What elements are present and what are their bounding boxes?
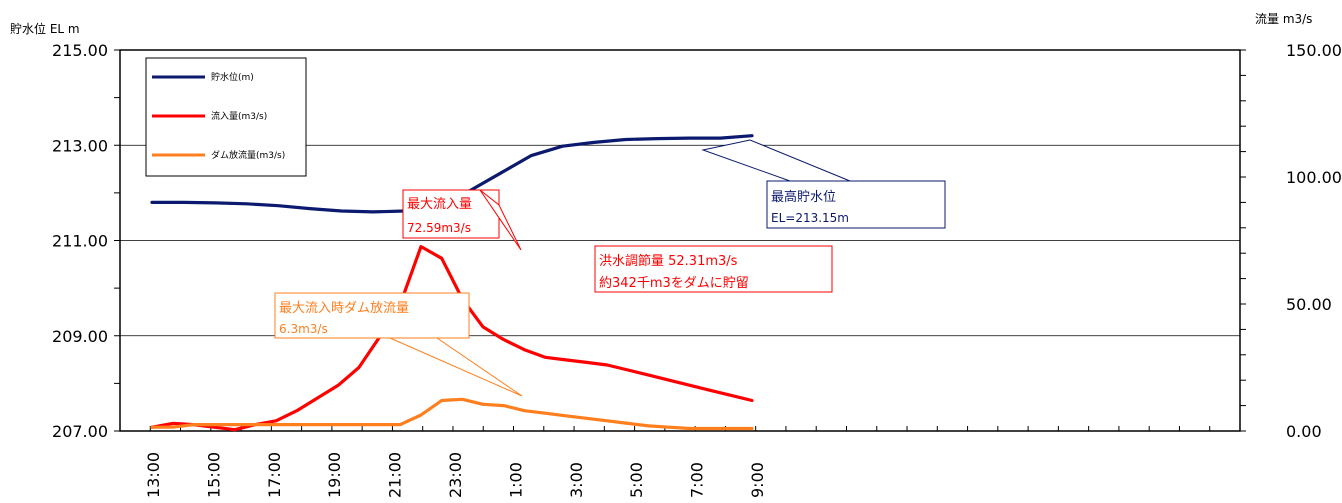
annotation-box — [402, 189, 500, 239]
x-tick-labels: 13:00 15:00 17:00 19:00 21:00 23:00 1:00 3:00 5:… — [144, 452, 767, 498]
legend: 貯水位(m) 流入量(m3/s) ダム放流量(m3/s) — [145, 57, 307, 177]
right-tick-label: 0.00 — [1286, 422, 1322, 441]
x-tick-label: 3:00 — [567, 462, 586, 498]
annotation-value: 6.3m3/s — [279, 322, 328, 336]
left-tick-label: 211.00 — [52, 232, 108, 251]
legend-label-inflow: 流入量(m3/s) — [211, 110, 267, 122]
x-tick-label: 17:00 — [265, 452, 284, 498]
annotation-max-level: 最高貯水位 EL=213.15m — [701, 139, 946, 229]
annotation-pointer — [701, 139, 851, 182]
right-tick-label: 150.00 — [1286, 41, 1342, 60]
minor-ticks — [114, 49, 1246, 432]
x-tick-label: 9:00 — [748, 462, 767, 498]
x-tick-label: 21:00 — [386, 452, 405, 498]
annotation-flood-control: 洪水調節量 52.31m3/s 約342千m3をダムに貯留 — [594, 245, 833, 293]
x-tick-label: 23:00 — [446, 452, 465, 498]
annotation-box — [766, 180, 946, 229]
left-tick-label: 213.00 — [52, 136, 108, 155]
annotation-value: 72.59m3/s — [407, 221, 471, 235]
annotation-pointer — [479, 189, 522, 251]
x-tick-label: 5:00 — [627, 462, 646, 498]
annotation-value: EL=213.15m — [771, 211, 849, 225]
x-tick-label: 1:00 — [506, 462, 525, 498]
x-tick-label: 19:00 — [325, 452, 344, 498]
series-line-release — [150, 397, 754, 431]
x-tick-label: 13:00 — [144, 452, 163, 498]
annotation-box — [274, 292, 470, 339]
right-tick-labels: 0.00 50.00 100.00 150.00 — [1286, 41, 1342, 441]
annotation-max-inflow: 最大流入量 72.59m3/s — [402, 189, 522, 251]
right-axis-title: 流量 m3/s — [1255, 12, 1312, 26]
left-axis-title: 貯水位 EL m — [10, 21, 80, 36]
left-tick-labels: 207.00 209.00 211.00 213.00 215.00 — [52, 41, 108, 441]
annotation-title: 洪水調節量 52.31m3/s — [599, 254, 738, 269]
annotation-title: 最大流入時ダム放流量 — [279, 301, 409, 316]
x-tick-label: 15:00 — [204, 452, 223, 498]
annotation-box — [594, 245, 833, 293]
annotation-title: 最大流入量 — [407, 197, 472, 212]
annotation-title: 最高貯水位 — [771, 189, 836, 205]
annotation-value: 約342千m3をダムに貯留 — [599, 276, 749, 291]
x-tick-label: 7:00 — [688, 462, 707, 498]
plot-area — [119, 49, 1241, 432]
left-tick-label: 215.00 — [52, 41, 108, 60]
legend-label-release: ダム放流量(m3/s) — [211, 149, 285, 161]
left-tick-label: 207.00 — [52, 422, 108, 441]
annotation-pointer — [389, 337, 523, 397]
right-tick-label: 50.00 — [1286, 295, 1332, 314]
annotation-release-at-max: 最大流入時ダム放流量 6.3m3/s — [274, 292, 523, 397]
legend-label-level: 貯水位(m) — [211, 71, 254, 83]
left-tick-label: 209.00 — [52, 327, 108, 346]
right-tick-label: 100.00 — [1286, 168, 1342, 187]
